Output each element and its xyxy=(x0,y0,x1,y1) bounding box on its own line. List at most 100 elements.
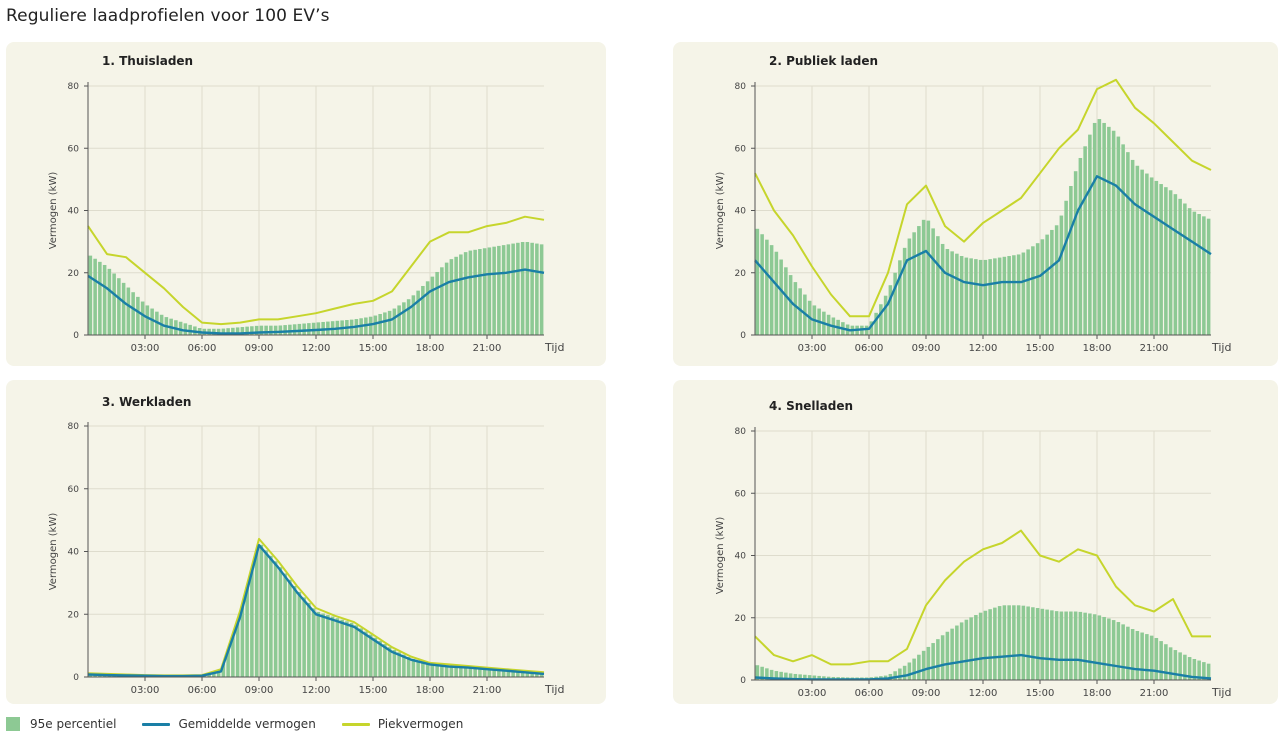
bar xyxy=(936,236,940,335)
bar xyxy=(945,631,950,680)
bar xyxy=(235,621,240,677)
legend-swatch-mean xyxy=(142,722,171,726)
y-tick-label: 80 xyxy=(735,82,747,92)
bar xyxy=(520,242,525,335)
bar xyxy=(283,325,287,335)
bar xyxy=(931,643,935,680)
bar xyxy=(459,667,463,677)
bar xyxy=(98,261,102,335)
y-tick-label: 40 xyxy=(735,207,747,217)
bar xyxy=(1083,146,1087,335)
bar xyxy=(254,325,259,335)
bar xyxy=(997,257,1002,335)
bar xyxy=(1135,165,1140,335)
bar xyxy=(1092,614,1097,680)
bar xyxy=(1088,613,1092,680)
chart-panel-publiek-laden: 2. Publiek laden 0 20 40 60 80 03:00 06:00 09:00… xyxy=(673,42,1278,366)
bar xyxy=(107,268,112,335)
bar xyxy=(425,281,430,335)
bar xyxy=(1164,644,1168,680)
bar xyxy=(373,637,378,677)
peak-line xyxy=(87,215,545,326)
bar xyxy=(212,672,216,677)
bar xyxy=(1050,610,1054,680)
bar xyxy=(1121,144,1125,335)
bar xyxy=(812,675,817,680)
bar xyxy=(416,290,420,335)
bar xyxy=(1192,211,1197,335)
bar xyxy=(1202,216,1206,335)
bar xyxy=(1073,171,1078,335)
bar xyxy=(1149,635,1154,680)
bar xyxy=(1187,208,1192,335)
bar xyxy=(769,669,774,680)
chart-snelladen: 4. Snelladen 0 20 40 60 80 03:00 06:00 09:00 12:0… xyxy=(715,399,1231,699)
x-tick-label: 03:00 xyxy=(131,685,160,696)
bar xyxy=(411,658,416,677)
bar xyxy=(774,251,779,335)
bar xyxy=(468,667,473,677)
bar xyxy=(1126,626,1130,680)
y-tick-label: 80 xyxy=(735,427,747,437)
bar xyxy=(140,301,145,335)
bar xyxy=(1126,152,1130,335)
mean-line xyxy=(87,268,545,335)
bar xyxy=(216,328,221,335)
x-tick-label: 12:00 xyxy=(969,688,998,699)
x-tick-label: 15:00 xyxy=(359,343,388,354)
bar xyxy=(207,673,211,677)
bar xyxy=(1045,234,1049,335)
legend: 95e percentiel Gemiddelde vermogen Piekv… xyxy=(6,714,489,734)
bar xyxy=(520,672,525,677)
bar xyxy=(993,258,997,335)
bar xyxy=(765,239,769,335)
bar xyxy=(463,252,468,335)
bar xyxy=(1007,605,1011,680)
bar xyxy=(1002,605,1007,680)
bar xyxy=(1130,629,1135,680)
bar xyxy=(231,635,235,677)
bar xyxy=(1045,609,1049,680)
bar xyxy=(364,631,368,677)
x-tick-label: 12:00 xyxy=(302,343,331,354)
bar xyxy=(1035,608,1040,680)
y-tick-label: 40 xyxy=(68,207,80,217)
bar xyxy=(292,324,297,335)
bar xyxy=(983,259,988,335)
bar xyxy=(1016,254,1021,335)
x-tick-label: 06:00 xyxy=(188,343,217,354)
bar xyxy=(145,305,150,335)
x-tick-label: 15:00 xyxy=(1026,343,1055,354)
bar xyxy=(1040,608,1045,680)
bar xyxy=(383,644,387,677)
bar xyxy=(511,671,515,677)
bar xyxy=(497,670,501,677)
bar xyxy=(345,621,349,677)
bar xyxy=(798,674,802,680)
bar xyxy=(131,292,135,335)
bar xyxy=(1140,632,1144,680)
bar xyxy=(340,619,344,677)
bar xyxy=(1054,225,1059,335)
y-tick-label: 0 xyxy=(740,676,746,686)
bar xyxy=(292,586,297,677)
bar xyxy=(1192,658,1197,680)
bar xyxy=(468,250,473,335)
bar xyxy=(1168,647,1173,680)
bar xyxy=(482,668,487,677)
legend-swatch-bar xyxy=(6,717,20,731)
bar xyxy=(888,285,893,335)
bar xyxy=(302,597,306,677)
bar xyxy=(492,246,496,335)
bar xyxy=(1183,203,1187,335)
bar xyxy=(1002,256,1007,335)
bar xyxy=(454,666,458,677)
x-axis-label: Tijd xyxy=(1211,341,1231,354)
bar xyxy=(359,628,363,677)
bar xyxy=(926,646,931,680)
bar xyxy=(402,302,406,335)
legend-item-bar: 95e percentiel xyxy=(6,717,116,731)
x-tick-label: 03:00 xyxy=(131,343,160,354)
legend-label-peak: Piekvermogen xyxy=(377,717,464,731)
bar xyxy=(1154,637,1159,680)
